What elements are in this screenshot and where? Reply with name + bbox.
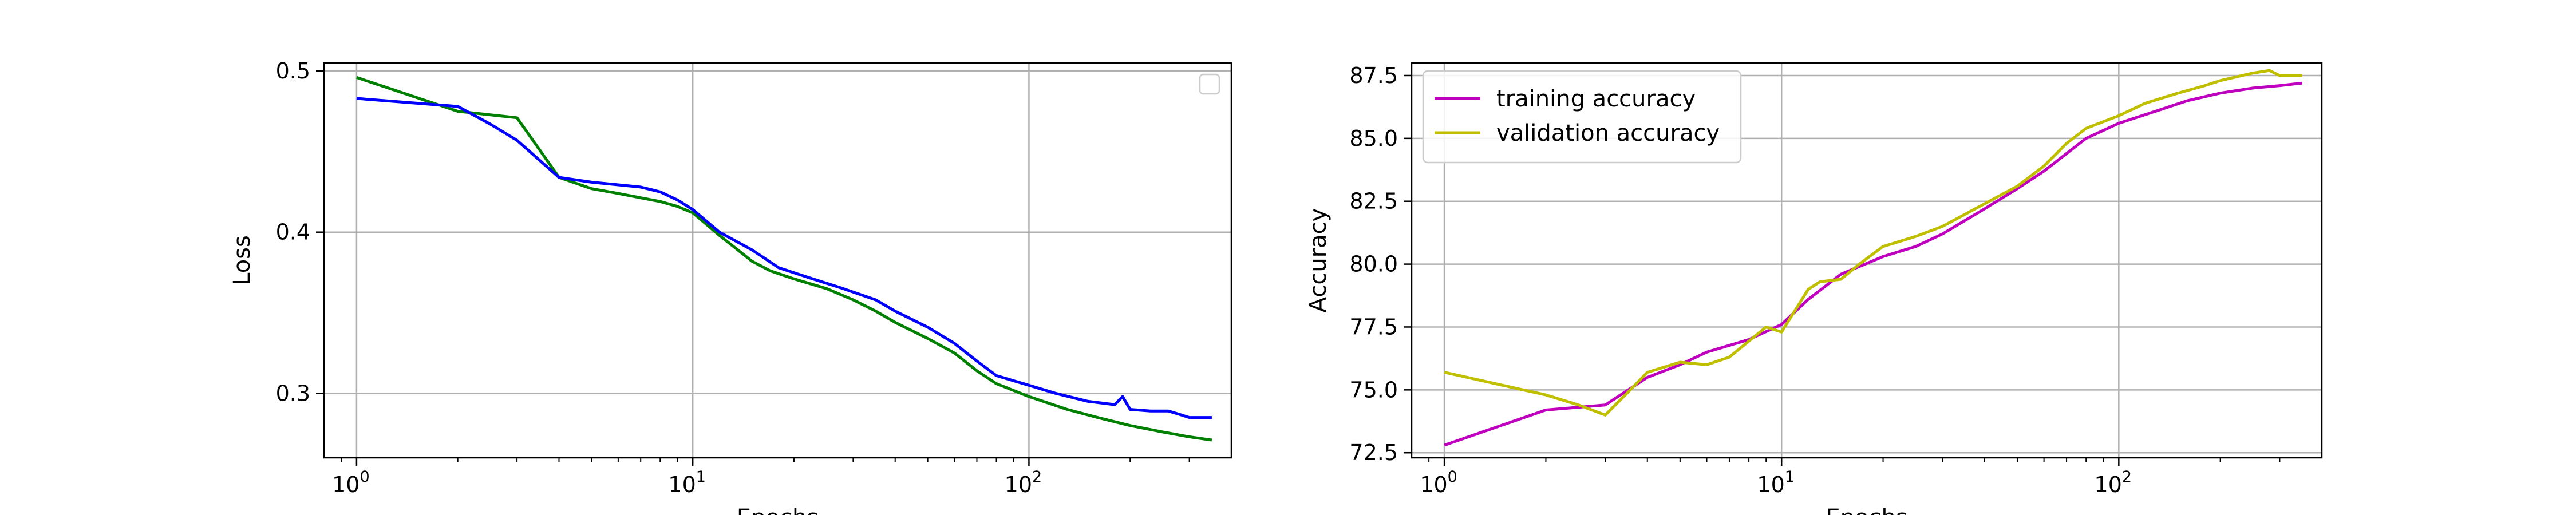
chart-1-y-tick-label: 87.5 xyxy=(1349,63,1398,88)
chart-0-x-tick-label: 100 xyxy=(332,468,370,497)
chart-0-legend-box xyxy=(1199,73,1220,95)
chart-1-frame xyxy=(1411,62,2323,459)
chart-1-legend-label-1: validation accuracy xyxy=(1496,120,1720,146)
chart-0-series-line-0 xyxy=(356,76,1212,442)
chart-1-y-tick-label: 85.0 xyxy=(1349,126,1398,151)
chart-0-y-tick-label: 0.5 xyxy=(276,58,310,84)
chart-0-y-tick-label: 0.3 xyxy=(276,381,310,406)
chart-0-x-axis-label: Epochs xyxy=(737,505,819,515)
chart-1-y-tick-label: 80.0 xyxy=(1349,252,1398,277)
chart-1-series-line-0 xyxy=(1444,81,2303,447)
chart-1-x-tick-exponent: 1 xyxy=(1785,468,1795,486)
chart-1-y-tick-label: 75.0 xyxy=(1349,377,1398,402)
chart-1-x-tick-exponent: 0 xyxy=(1448,468,1457,486)
chart-0-x-tick-exponent: 2 xyxy=(1032,468,1042,486)
chart-1-legend-label-0: training accuracy xyxy=(1496,86,1696,112)
chart-1-x-tick-label: 100 xyxy=(1420,468,1457,497)
chart-1-x-tick-label: 102 xyxy=(2095,468,2132,497)
chart-1-x-tick-exponent: 2 xyxy=(2122,468,2132,486)
chart-1-y-tick-label: 77.5 xyxy=(1349,314,1398,339)
chart-1-legend-box xyxy=(1422,70,1742,164)
chart-1-y-tick-label: 82.5 xyxy=(1349,189,1398,214)
chart-0-y-tick-label: 0.4 xyxy=(276,220,310,245)
chart-0-y-axis-label: Loss xyxy=(229,235,255,286)
chart-1-y-axis-label: Accuracy xyxy=(1305,208,1332,313)
chart-0-x-tick-exponent: 0 xyxy=(359,468,369,486)
chart-1-x-axis-label: Epochs xyxy=(1826,505,1907,515)
chart-1-y-tick-label: 72.5 xyxy=(1349,440,1398,465)
chart-0-plot-area xyxy=(324,63,1231,458)
chart-0-x-tick-label: 102 xyxy=(1005,468,1042,497)
accuracy-chart: 10010110272.575.077.580.082.585.087.5Epo… xyxy=(1305,62,2323,515)
chart-1-series-line-1 xyxy=(1444,69,2302,417)
chart-1-x-tick-label: 101 xyxy=(1757,468,1795,497)
chart-0-x-tick-exponent: 1 xyxy=(696,468,706,486)
chart-0-frame xyxy=(323,62,1232,459)
chart-0-x-tick-label: 101 xyxy=(668,468,706,497)
chart-0-series-line-1 xyxy=(356,97,1212,419)
